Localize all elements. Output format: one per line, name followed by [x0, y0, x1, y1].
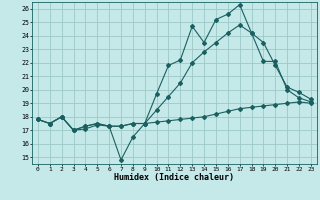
X-axis label: Humidex (Indice chaleur): Humidex (Indice chaleur) [115, 173, 234, 182]
